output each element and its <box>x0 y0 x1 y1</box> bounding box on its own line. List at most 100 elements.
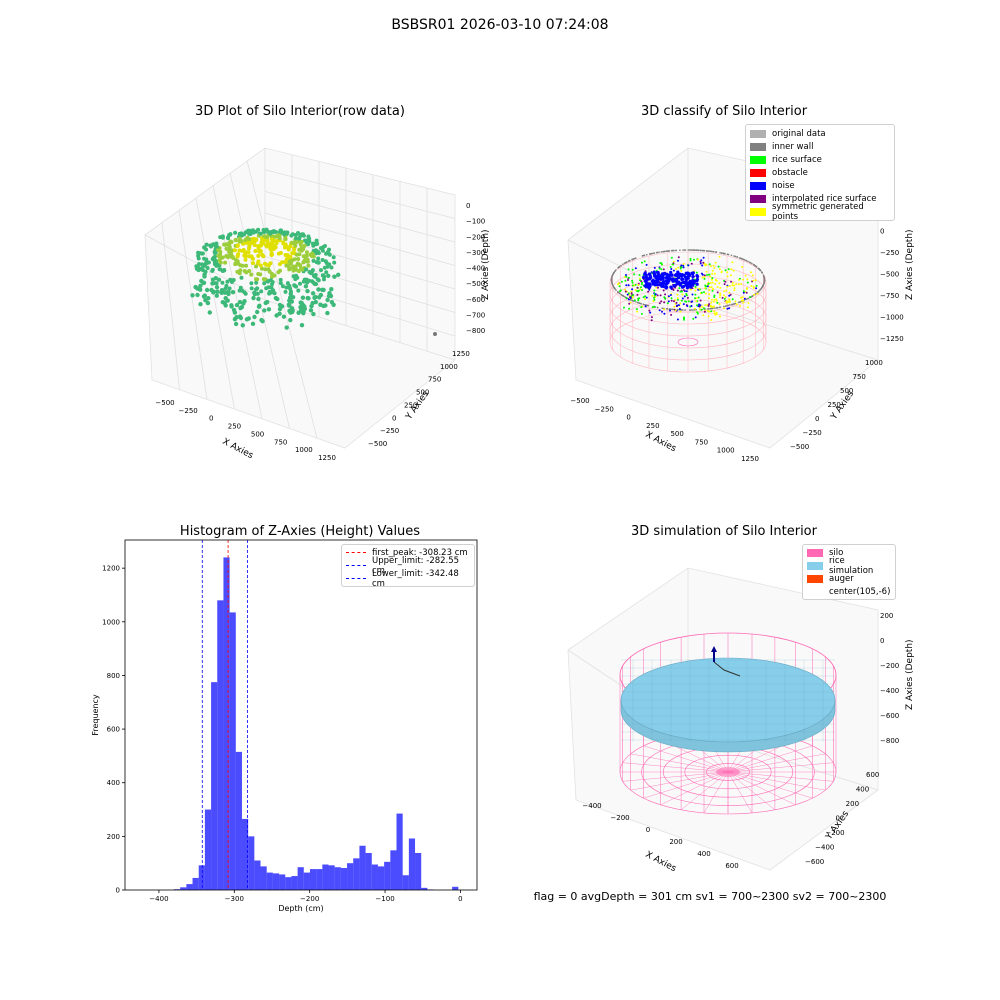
point <box>755 266 758 268</box>
point <box>639 279 642 282</box>
point <box>300 295 306 300</box>
point <box>643 271 647 275</box>
point <box>258 231 263 236</box>
point <box>697 296 700 299</box>
point <box>660 300 663 303</box>
point <box>706 274 708 276</box>
z-tick-label: −700 <box>466 311 485 319</box>
point <box>214 285 220 290</box>
point <box>731 261 734 264</box>
point <box>704 264 707 267</box>
point <box>230 254 235 259</box>
point <box>220 300 225 305</box>
point <box>676 289 679 292</box>
point <box>723 283 726 286</box>
point <box>220 234 225 239</box>
histogram-plot-area <box>125 540 477 890</box>
point <box>657 276 661 280</box>
point <box>273 234 277 239</box>
point <box>713 272 716 275</box>
point <box>750 271 752 274</box>
point <box>687 249 689 251</box>
point <box>720 271 723 274</box>
point <box>727 300 730 303</box>
y-tick-label: −500 <box>368 440 387 448</box>
point <box>730 268 733 271</box>
point <box>673 300 675 303</box>
point <box>223 260 228 265</box>
point <box>699 249 702 252</box>
point <box>723 252 725 255</box>
point <box>249 254 254 259</box>
point <box>223 296 228 301</box>
point <box>636 286 639 289</box>
point <box>246 250 251 255</box>
point <box>629 301 632 304</box>
point <box>679 249 681 251</box>
point <box>707 282 710 285</box>
point <box>723 307 726 310</box>
z-tick-label: 0 <box>880 228 884 236</box>
point <box>712 300 715 303</box>
point <box>290 295 296 300</box>
point <box>684 300 687 303</box>
point <box>637 289 640 292</box>
point <box>740 283 743 285</box>
point <box>234 258 238 263</box>
point <box>682 266 685 269</box>
point <box>305 280 310 285</box>
point <box>642 296 645 299</box>
point <box>229 304 234 309</box>
legend-swatch <box>346 565 366 566</box>
point <box>611 275 614 277</box>
point <box>742 291 745 294</box>
classify-legend: original data inner wall rice surface obsta… <box>745 124 895 222</box>
point <box>633 273 636 276</box>
point <box>691 300 694 303</box>
point <box>750 285 753 287</box>
histogram-bar <box>371 864 378 890</box>
point <box>649 253 652 255</box>
raw-xlabel: X Axies <box>221 437 255 462</box>
point <box>712 264 715 267</box>
point <box>719 315 721 318</box>
point <box>249 286 254 291</box>
histogram-title: Histogram of Z-Axies (Height) Values <box>179 524 421 539</box>
point <box>217 258 222 263</box>
point <box>692 281 696 285</box>
z-tick-label: −600 <box>880 712 899 720</box>
point <box>650 316 653 319</box>
point <box>198 287 203 292</box>
point <box>701 306 704 308</box>
point <box>632 300 634 302</box>
point <box>252 314 257 320</box>
histogram-bar <box>272 873 280 890</box>
figure-title: BSBSR01 2026-03-10 07:24:08 <box>391 17 609 33</box>
x-tick-label: 200 <box>669 838 682 846</box>
point <box>627 276 630 279</box>
point <box>646 253 648 256</box>
histogram-bar <box>309 869 317 890</box>
point <box>750 295 753 298</box>
histogram-bar <box>223 557 230 890</box>
z-tick-label: −200 <box>466 233 485 241</box>
point <box>704 292 707 295</box>
point <box>260 266 264 271</box>
point <box>741 296 744 299</box>
point <box>648 288 651 291</box>
point <box>203 298 208 303</box>
point <box>663 308 666 311</box>
point <box>706 308 709 310</box>
point <box>726 275 729 278</box>
point <box>703 274 706 277</box>
point <box>222 242 227 247</box>
point <box>697 249 700 252</box>
point <box>638 277 641 280</box>
point <box>712 250 715 253</box>
point <box>650 319 653 322</box>
point <box>724 253 726 255</box>
point <box>273 295 279 301</box>
point <box>714 307 716 309</box>
point <box>253 249 258 253</box>
point <box>212 254 217 259</box>
